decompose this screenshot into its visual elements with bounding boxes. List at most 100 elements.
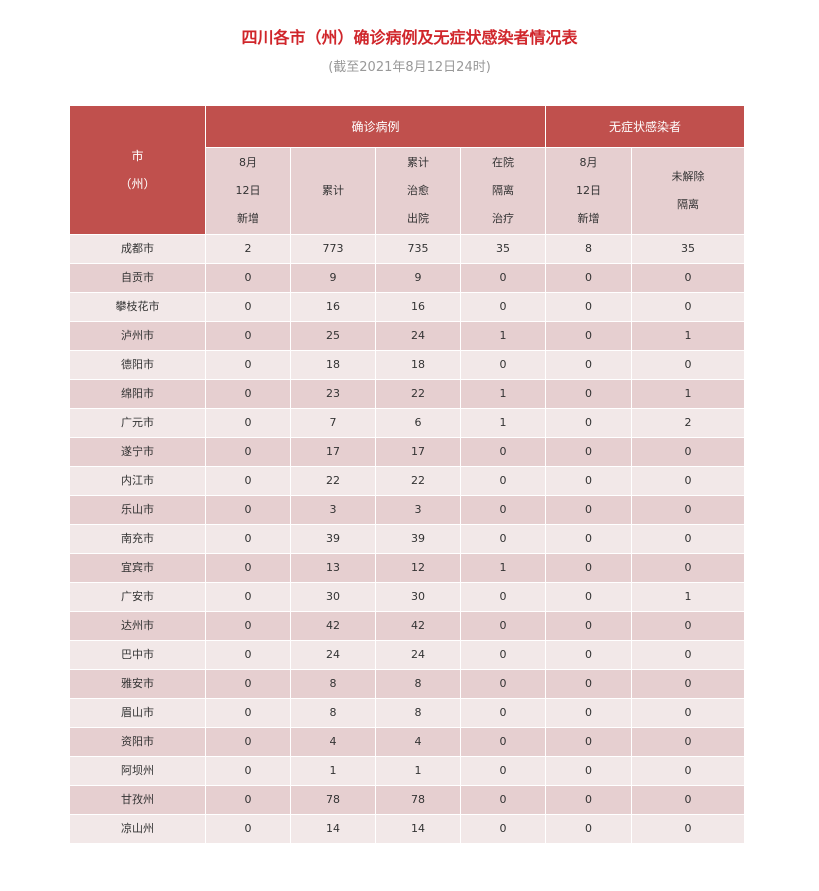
- table-row: 南充市 0 39 39 0 0 0: [69, 524, 745, 554]
- value-cell: 39: [290, 524, 376, 554]
- value-cell: 0: [631, 698, 745, 728]
- table-row: 遂宁市 0 17 17 0 0 0: [69, 437, 745, 467]
- value-cell: 1: [460, 553, 546, 583]
- value-cell: 24: [290, 640, 376, 670]
- value-cell: 0: [631, 437, 745, 467]
- group-header: 确诊病例: [205, 105, 546, 148]
- value-cell: 0: [631, 669, 745, 699]
- city-cell: 甘孜州: [69, 785, 206, 815]
- table-row: 自贡市 0 9 9 0 0 0: [69, 263, 745, 293]
- value-cell: 0: [545, 669, 632, 699]
- value-cell: 0: [205, 292, 291, 322]
- value-cell: 0: [631, 263, 745, 293]
- table-row: 广安市 0 30 30 0 0 1: [69, 582, 745, 612]
- value-cell: 0: [545, 350, 632, 380]
- value-cell: 0: [631, 814, 745, 844]
- table-row: 乐山市 0 3 3 0 0 0: [69, 495, 745, 525]
- subtitle: (截至2021年8月12日24时): [328, 60, 491, 75]
- value-cell: 0: [205, 466, 291, 496]
- value-cell: 17: [375, 437, 461, 467]
- value-cell: 9: [375, 263, 461, 293]
- city-cell: 自贡市: [69, 263, 206, 293]
- value-cell: 2: [631, 408, 745, 438]
- value-cell: 0: [205, 263, 291, 293]
- value-cell: 0: [205, 582, 291, 612]
- value-cell: 42: [375, 611, 461, 641]
- value-cell: 0: [460, 814, 546, 844]
- city-cell: 成都市: [69, 234, 206, 264]
- value-cell: 735: [375, 234, 461, 264]
- value-cell: 39: [375, 524, 461, 554]
- value-cell: 0: [205, 379, 291, 409]
- value-cell: 0: [460, 524, 546, 554]
- table-row: 资阳市 0 4 4 0 0 0: [69, 727, 745, 757]
- value-cell: 23: [290, 379, 376, 409]
- value-cell: 0: [460, 698, 546, 728]
- column-header-line: 12日: [235, 184, 261, 197]
- value-cell: 0: [631, 292, 745, 322]
- column-header: 累计: [290, 147, 376, 235]
- city-cell: 德阳市: [69, 350, 206, 380]
- column-header-line: 8月: [579, 156, 598, 169]
- value-cell: 0: [460, 495, 546, 525]
- value-cell: 0: [545, 437, 632, 467]
- city-cell: 达州市: [69, 611, 206, 641]
- column-header-line: 累计: [407, 156, 429, 169]
- value-cell: 0: [631, 553, 745, 583]
- column-header-line: 出院: [407, 212, 429, 225]
- value-cell: 1: [631, 582, 745, 612]
- column-header-line: 隔离: [677, 198, 699, 211]
- value-cell: 7: [290, 408, 376, 438]
- city-cell: 眉山市: [69, 698, 206, 728]
- value-cell: 0: [460, 756, 546, 786]
- value-cell: 30: [375, 582, 461, 612]
- column-header-line: 治愈: [407, 184, 429, 197]
- value-cell: 22: [375, 379, 461, 409]
- value-cell: 12: [375, 553, 461, 583]
- value-cell: 16: [375, 292, 461, 322]
- value-cell: 0: [205, 350, 291, 380]
- corner-cell: 市 （州）: [69, 105, 206, 235]
- value-cell: 4: [375, 727, 461, 757]
- column-header-line: 隔离: [492, 184, 514, 197]
- value-cell: 25: [290, 321, 376, 351]
- value-cell: 0: [460, 582, 546, 612]
- value-cell: 0: [631, 640, 745, 670]
- value-cell: 0: [205, 669, 291, 699]
- value-cell: 0: [545, 321, 632, 351]
- table-row: 广元市 0 7 6 1 0 2: [69, 408, 745, 438]
- table-row: 凉山州 0 14 14 0 0 0: [69, 814, 745, 844]
- value-cell: 0: [545, 379, 632, 409]
- city-cell: 泸州市: [69, 321, 206, 351]
- value-cell: 0: [631, 495, 745, 525]
- value-cell: 3: [290, 495, 376, 525]
- value-cell: 8: [375, 698, 461, 728]
- table-row: 成都市 2 773 735 35 8 35: [69, 234, 745, 264]
- value-cell: 0: [205, 553, 291, 583]
- city-cell: 凉山州: [69, 814, 206, 844]
- column-header-line: 12日: [576, 184, 601, 197]
- corner-line: 市: [131, 149, 144, 163]
- value-cell: 4: [290, 727, 376, 757]
- value-cell: 0: [545, 553, 632, 583]
- city-cell: 南充市: [69, 524, 206, 554]
- value-cell: 13: [290, 553, 376, 583]
- value-cell: 24: [375, 321, 461, 351]
- value-cell: 1: [460, 379, 546, 409]
- value-cell: 24: [375, 640, 461, 670]
- value-cell: 0: [545, 640, 632, 670]
- value-cell: 0: [545, 524, 632, 554]
- corner-line: （州）: [119, 177, 156, 191]
- city-cell: 宜宾市: [69, 553, 206, 583]
- value-cell: 1: [290, 756, 376, 786]
- city-cell: 遂宁市: [69, 437, 206, 467]
- value-cell: 2: [205, 234, 291, 264]
- value-cell: 22: [375, 466, 461, 496]
- value-cell: 0: [631, 785, 745, 815]
- value-cell: 1: [460, 321, 546, 351]
- column-header-line: 新增: [237, 212, 259, 225]
- value-cell: 0: [205, 727, 291, 757]
- table-row: 泸州市 0 25 24 1 0 1: [69, 321, 745, 351]
- value-cell: 0: [545, 727, 632, 757]
